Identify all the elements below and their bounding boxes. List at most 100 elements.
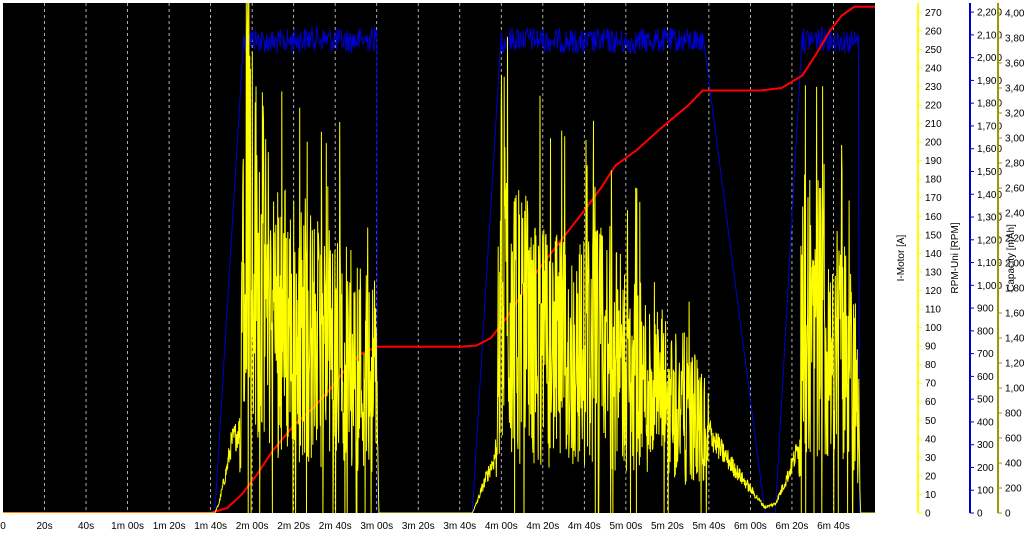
y-tick-label-current: 90	[925, 342, 937, 353]
y-tick-label-current: 60	[925, 397, 937, 408]
y-axis-current: 0 10 20 30 40 50 60 70 80 90 100 110 120 130 140 150 160…	[896, 3, 942, 520]
y-tick-label-capacity: 1,800	[1005, 284, 1024, 295]
y-tick-label-capacity: 1,400	[1005, 334, 1024, 345]
y-axis-capacity: 0 200 400 600 800 1,000 1,200 1,400 1,600 1,800 2,…	[997, 3, 1024, 520]
x-tick-label: 2m 40s	[319, 521, 352, 532]
y-tick-label-rpm: 100	[977, 486, 994, 497]
x-tick-label: 3m 40s	[443, 521, 476, 532]
x-axis: 0 20s 40s 1m 00s 1m 20s 1m 40s 2m 00s 2m 20s 2m …	[0, 521, 850, 532]
axis-title-capacity: Capacity [mAh]	[1006, 224, 1017, 292]
y-tick-label-current: 170	[925, 193, 942, 204]
y-tick-label-current: 130	[925, 267, 942, 278]
y-tick-label-rpm: 1,300	[977, 213, 1002, 224]
y-tick-label-capacity: 3,000	[1005, 134, 1024, 145]
y-tick-label-rpm: 2,200	[977, 8, 1002, 19]
y-tick-label-capacity: 2,200	[1005, 234, 1024, 245]
y-tick-label-capacity: 3,800	[1005, 34, 1024, 45]
y-tick-label-capacity: 0	[1005, 509, 1011, 520]
x-tick-label: 40s	[78, 521, 94, 532]
y-tick-label-current: 270	[925, 8, 942, 19]
plot-background	[3, 3, 875, 513]
y-tick-label-current: 70	[925, 379, 937, 390]
x-tick-label: 4m 20s	[526, 521, 559, 532]
y-tick-label-current: 140	[925, 249, 942, 260]
y-tick-label-capacity: 2,600	[1005, 184, 1024, 195]
y-tick-label-rpm: 1,700	[977, 121, 1002, 132]
y-tick-label-rpm: 1,100	[977, 258, 1002, 269]
y-tick-label-rpm: 1,200	[977, 235, 1002, 246]
y-tick-label-current: 120	[925, 286, 942, 297]
x-tick-label: 1m 20s	[153, 521, 186, 532]
y-axis-rpm: 0 100 200 300 400 500 600 700 800 900 1,000 1,100 1,…	[950, 3, 1002, 520]
y-tick-label-current: 80	[925, 360, 937, 371]
y-tick-label-rpm: 1,900	[977, 76, 1002, 87]
x-tick-label: 6m 40s	[817, 521, 850, 532]
y-tick-label-rpm: 1,400	[977, 190, 1002, 201]
y-tick-label-current: 260	[925, 26, 942, 37]
series-layer	[3, 3, 875, 513]
x-tick-label: 4m 40s	[568, 521, 601, 532]
y-tick-label-current: 230	[925, 82, 942, 93]
x-tick-label: 6m 00s	[734, 521, 767, 532]
y-tick-label-rpm: 500	[977, 395, 994, 406]
y-tick-label-capacity: 200	[1005, 484, 1022, 495]
y-tick-label-current: 10	[925, 490, 937, 501]
x-tick-label: 5m 40s	[693, 521, 726, 532]
y-tick-label-current: 20	[925, 471, 937, 482]
y-tick-label-capacity: 1,200	[1005, 359, 1024, 370]
series-line-current	[3, 3, 875, 513]
x-tick-label: 4m 00s	[485, 521, 518, 532]
y-tick-label-capacity: 1,600	[1005, 309, 1024, 320]
y-tick-label-current: 160	[925, 212, 942, 223]
y-tick-label-capacity: 3,200	[1005, 109, 1024, 120]
y-tick-label-current: 50	[925, 416, 937, 427]
y-tick-label-current: 0	[925, 509, 931, 520]
y-tick-label-current: 150	[925, 230, 942, 241]
x-tick-label: 3m 20s	[402, 521, 435, 532]
x-tick-label: 5m 00s	[609, 521, 642, 532]
y-tick-label-rpm: 700	[977, 349, 994, 360]
x-tick-label: 5m 20s	[651, 521, 684, 532]
y-tick-label-rpm: 1,800	[977, 99, 1002, 110]
y-tick-label-capacity: 1,000	[1005, 384, 1024, 395]
y-tick-label-current: 220	[925, 101, 942, 112]
y-tick-label-current: 40	[925, 434, 937, 445]
y-tick-label-capacity: 3,400	[1005, 84, 1024, 95]
y-tick-label-current: 210	[925, 119, 942, 130]
x-tick-label: 6m 20s	[776, 521, 809, 532]
x-tick-label: 2m 20s	[277, 521, 310, 532]
y-tick-label-capacity: 2,000	[1005, 259, 1024, 270]
x-tick-label: 1m 40s	[194, 521, 227, 532]
y-tick-label-capacity: 600	[1005, 434, 1022, 445]
y-tick-label-current: 240	[925, 63, 942, 74]
y-tick-label-current: 200	[925, 138, 942, 149]
x-tick-label: 20s	[36, 521, 52, 532]
y-tick-label-current: 190	[925, 156, 942, 167]
y-tick-label-rpm: 1,000	[977, 281, 1002, 292]
y-tick-label-capacity: 2,800	[1005, 159, 1024, 170]
y-tick-label-capacity: 3,600	[1005, 59, 1024, 70]
y-tick-label-current: 30	[925, 453, 937, 464]
y-tick-label-rpm: 600	[977, 372, 994, 383]
y-tick-label-rpm: 300	[977, 440, 994, 451]
y-tick-label-capacity: 4,000	[1005, 9, 1024, 20]
y-tick-label-rpm: 200	[977, 463, 994, 474]
x-tick-label: 3m 00s	[360, 521, 393, 532]
y-tick-label-current: 180	[925, 175, 942, 186]
y-tick-label-rpm: 400	[977, 417, 994, 428]
y-tick-label-capacity: 2,400	[1005, 209, 1024, 220]
y-tick-label-current: 100	[925, 323, 942, 334]
y-tick-label-current: 250	[925, 45, 942, 56]
y-tick-label-rpm: 1,500	[977, 167, 1002, 178]
axis-title-rpm: RPM-Uni [RPM]	[950, 222, 961, 293]
y-tick-label-rpm: 1,600	[977, 144, 1002, 155]
y-tick-label-current: 110	[925, 305, 941, 316]
y-tick-label-capacity: 800	[1005, 409, 1022, 420]
x-tick-label: 0	[0, 521, 6, 532]
y-tick-label-rpm: 900	[977, 304, 994, 315]
y-tick-label-rpm: 0	[977, 509, 983, 520]
y-tick-label-rpm: 2,000	[977, 53, 1002, 64]
x-tick-label: 1m 00s	[111, 521, 144, 532]
series-line-rpm	[3, 26, 875, 513]
